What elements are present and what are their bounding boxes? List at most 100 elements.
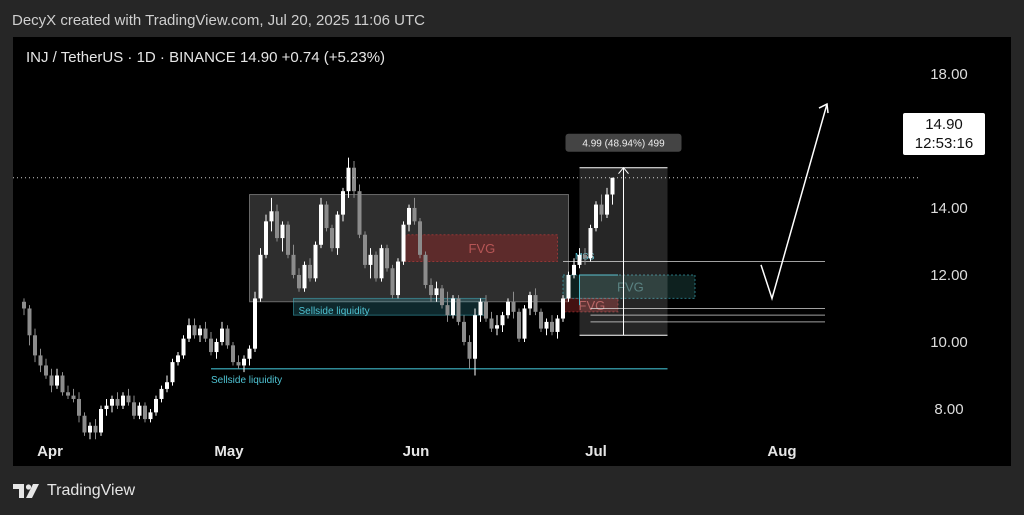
measure-label-box <box>565 133 682 152</box>
candle-body <box>550 321 554 332</box>
candle-body <box>280 224 285 239</box>
candle-body <box>385 248 389 269</box>
candle-body <box>407 207 411 225</box>
candle-body <box>214 341 219 353</box>
candle-body <box>66 392 70 396</box>
y-axis-tick: 18.00 <box>930 66 968 83</box>
structure-line <box>579 274 618 306</box>
candle-body <box>154 398 158 413</box>
candle-body <box>522 308 527 339</box>
fvg-zone <box>403 234 558 263</box>
candle-body <box>605 194 609 215</box>
candle-body <box>143 405 147 420</box>
fvg-label: FVG <box>469 241 496 256</box>
y-axis-tick: 12.00 <box>930 267 968 284</box>
candle-body <box>269 211 274 222</box>
candle-body <box>148 412 153 420</box>
candle-body <box>93 425 98 433</box>
candle-body <box>181 338 186 356</box>
sellside-liquidity-label: Sellside liquidity <box>299 306 370 317</box>
candle-body <box>203 328 208 339</box>
candle-body <box>60 375 65 393</box>
candle-body <box>341 191 345 215</box>
candle-body <box>159 388 164 399</box>
candle-body <box>319 204 323 245</box>
candle-body <box>126 395 131 403</box>
candle-body <box>88 425 92 433</box>
candle-body <box>544 321 549 329</box>
candle-body <box>588 228 593 259</box>
x-axis-tick: Aug <box>767 443 796 460</box>
candle-body <box>528 295 532 309</box>
candle-body <box>478 301 483 316</box>
candle-body <box>583 254 587 259</box>
x-axis-tick: May <box>214 443 244 460</box>
candle-body <box>22 301 26 309</box>
candle-body <box>610 177 615 195</box>
candle-body <box>132 402 136 416</box>
candle-body <box>33 335 37 356</box>
candle-body <box>473 315 477 359</box>
candle-body <box>77 398 81 416</box>
candle-body <box>577 254 582 265</box>
candle-body <box>566 274 571 299</box>
candle-body <box>456 298 461 322</box>
candle-body <box>247 348 252 359</box>
candle-body <box>467 341 472 359</box>
candle-body <box>423 254 428 286</box>
candle-body <box>49 375 54 386</box>
x-axis-tick: Apr <box>37 443 63 460</box>
projection-path <box>760 103 828 301</box>
y-axis-tick: 10.00 <box>930 334 968 351</box>
candle-body <box>357 191 362 235</box>
candle-body <box>429 285 433 296</box>
chart-attribution: DecyX created with TradingView.com, Jul … <box>12 12 425 29</box>
candle-body <box>434 288 439 296</box>
candle-body <box>572 264 576 275</box>
y-axis-tick: 8.00 <box>934 401 963 418</box>
candle-body <box>176 355 180 363</box>
candle-body <box>599 204 604 215</box>
candle-body <box>99 409 103 433</box>
candle-body <box>561 298 565 319</box>
sellside-liquidity-label: Sellside liquidity <box>211 375 282 386</box>
candle-body <box>374 254 378 279</box>
candle-body <box>209 338 213 353</box>
candle-body <box>484 301 488 319</box>
candle-body <box>506 301 510 316</box>
candle-body <box>412 207 417 222</box>
candle-body <box>192 325 197 336</box>
candle-body <box>275 211 279 239</box>
candle-body <box>264 221 268 255</box>
tradingview-logo[interactable]: TradingView <box>13 482 135 500</box>
candle-body <box>286 224 290 255</box>
candle-body <box>324 204 329 229</box>
candle-body <box>401 224 406 262</box>
candle-body <box>137 405 142 416</box>
candle-body <box>187 325 191 339</box>
candle-body <box>38 355 43 366</box>
candle-body <box>236 362 241 366</box>
candle-body <box>225 328 230 346</box>
candle-body <box>242 358 246 366</box>
candle-body <box>594 204 598 229</box>
candle-body <box>390 268 395 296</box>
candle-body <box>451 298 455 316</box>
candle-body <box>104 405 109 410</box>
brand-name: TradingView <box>47 482 136 499</box>
x-axis-tick: Jun <box>403 443 430 460</box>
candle-body <box>302 264 307 289</box>
candle-body <box>517 311 521 339</box>
candle-body <box>253 298 257 349</box>
candle-body <box>291 254 296 275</box>
tradingview-logo-icon <box>13 484 41 498</box>
candle-body <box>533 295 538 312</box>
candle-body <box>71 395 76 399</box>
candle-body <box>440 288 444 306</box>
candle-body <box>335 214 340 249</box>
candle-body <box>379 248 384 279</box>
x-axis-tick: Jul <box>585 443 607 460</box>
candle-body <box>396 261 400 296</box>
